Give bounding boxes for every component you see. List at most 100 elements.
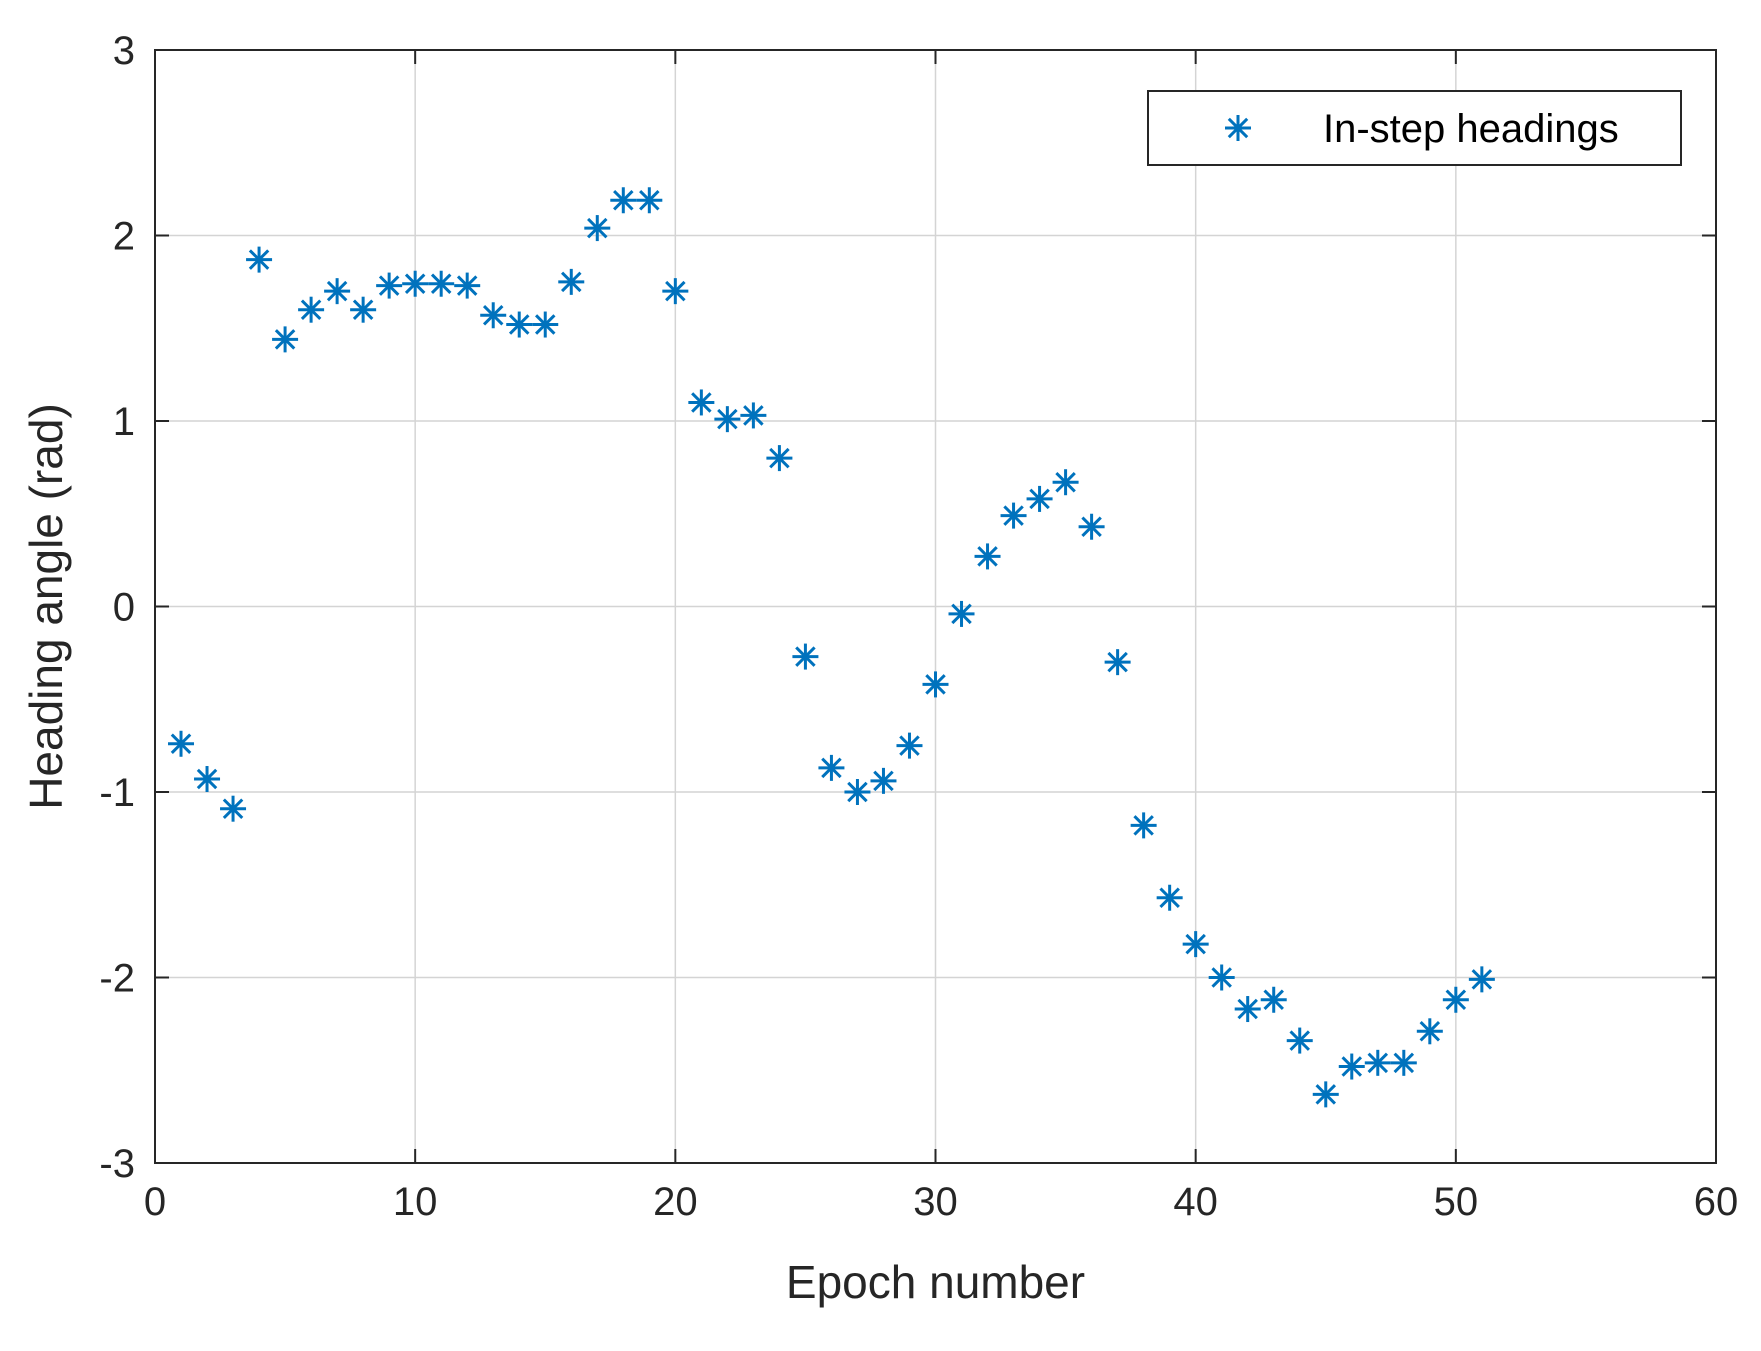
marker-stroke [1263,989,1284,1011]
data-point [974,543,1001,570]
marker-stroke [1029,488,1050,510]
marker-stroke [743,405,764,426]
legend: In-step headings [1147,90,1682,166]
marker-stroke [1367,1052,1389,1074]
data-point [1312,1081,1339,1108]
data-point [454,272,481,299]
marker-stroke [691,392,712,413]
data-point [324,278,351,305]
y-tick-label: -3 [99,1142,135,1186]
marker-stroke [1445,989,1467,1011]
marker-stroke [1471,969,1493,990]
data-point [1338,1053,1365,1080]
marker-stroke [1419,1021,1441,1042]
data-point [1052,469,1079,496]
marker-stroke [326,280,348,302]
marker-stroke [561,271,582,293]
data-point [584,215,611,242]
axis-tick-labels: 0 10 20 30 40 50 60 -3 -2 -1 0 1 2 3 [99,29,1738,1224]
legend-label: In-step headings [1323,107,1619,151]
data-point [610,187,637,214]
x-tick-label: 30 [913,1180,958,1224]
data-point [1104,649,1131,676]
marker-stroke [1211,967,1232,988]
marker-stroke [951,603,972,625]
data-point [194,766,221,793]
x-tick-label: 40 [1173,1180,1218,1224]
marker-stroke [300,299,322,320]
data-point [168,730,195,757]
marker-stroke [170,733,192,755]
data-point [350,296,377,323]
marker-stroke [1159,887,1180,908]
data-point [948,600,975,627]
marker-stroke [847,781,868,803]
y-tick-label: 3 [113,29,135,73]
data-point [1182,931,1209,958]
data-point [792,643,819,670]
marker-stroke [222,798,244,819]
data-point [376,272,403,299]
data-point [532,311,559,338]
x-tick-label: 50 [1434,1180,1479,1224]
y-tick-label: 2 [113,215,135,259]
data-point [818,754,845,781]
y-tick-label: -2 [99,957,135,1001]
marker-stroke [821,757,842,779]
data-point [1078,513,1105,540]
data-point [766,445,793,472]
marker-stroke [1055,471,1076,493]
x-tick-label: 0 [144,1180,166,1224]
data-point [1000,502,1027,529]
marker-stroke [196,768,218,790]
series-markers [168,187,1495,1108]
marker-stroke [1107,651,1128,673]
marker-stroke [1289,1030,1310,1051]
marker-stroke [404,273,426,294]
data-point [1156,884,1183,911]
marker-stroke [769,447,790,469]
data-point [1416,1018,1443,1045]
axis-ticks [154,49,1717,1164]
marker-stroke [795,646,816,667]
marker-stroke [639,190,660,211]
marker-stroke [1315,1084,1337,1105]
y-axis-label: Heading angle (rad) [20,403,72,810]
y-tick-label: -1 [99,771,135,815]
x-axis-label: Epoch number [786,1256,1085,1308]
marker-stroke [899,735,920,756]
marker-stroke [925,674,946,695]
data-point [1390,1049,1417,1076]
marker-stroke [1081,516,1102,537]
marker-stroke [665,280,686,302]
x-tick-label: 20 [653,1180,698,1224]
data-point [220,795,247,822]
marker-stroke [977,546,998,567]
data-point [1130,812,1157,839]
data-point [1364,1049,1391,1076]
data-point [636,187,663,214]
data-point [844,779,871,805]
data-point [740,402,767,429]
marker-stroke [1003,505,1024,526]
marker-stroke [482,305,504,326]
marker-stroke [378,275,400,296]
data-point [896,732,923,759]
data-point [558,268,585,295]
data-point [662,278,689,305]
data-point [272,326,299,353]
data-point [1260,986,1287,1013]
marker-stroke [352,299,374,320]
marker-stroke [1341,1056,1363,1077]
marker-stroke [248,249,270,270]
marker-stroke [1393,1052,1415,1074]
x-tick-label: 60 [1694,1180,1739,1224]
marker-stroke [1227,117,1249,139]
data-point [688,389,715,416]
data-point [1026,485,1053,512]
marker-stroke [1237,998,1258,1020]
marker-stroke [873,770,894,792]
data-point [870,767,897,794]
